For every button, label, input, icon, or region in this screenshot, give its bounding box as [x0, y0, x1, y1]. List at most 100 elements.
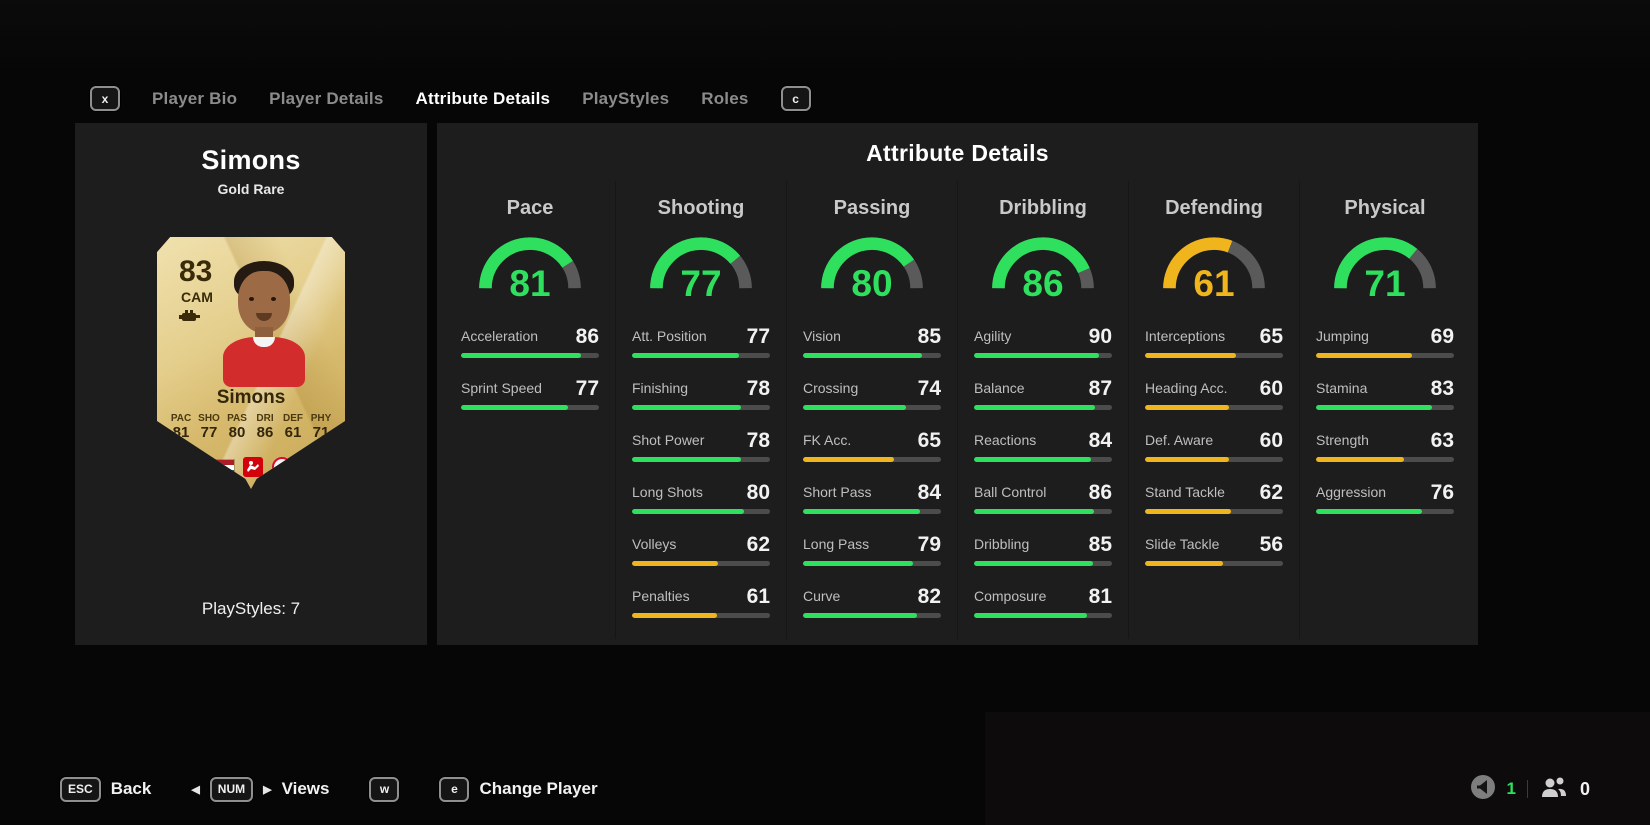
category-gauge: 81 — [471, 232, 589, 302]
stat-value: 56 — [1259, 533, 1283, 556]
stat-bar-fill — [1145, 457, 1229, 462]
stat-bar-track — [974, 613, 1112, 618]
w-key-badge[interactable]: w — [369, 776, 400, 802]
stat-row-heading-acc-: Heading Acc. 60 — [1145, 374, 1283, 410]
stat-value: 84 — [917, 481, 941, 504]
category-stats-list: Att. Position 77 Finishing 78 Shot Power 78 Lo… — [632, 322, 770, 618]
tab-player-details[interactable]: Player Details — [269, 88, 384, 108]
card-stat-def: DEF 61 — [283, 413, 303, 441]
stat-bar-track — [632, 457, 770, 462]
change-player-hint[interactable]: e Change Player — [439, 776, 598, 802]
stat-label: Att. Position — [632, 328, 707, 344]
views-label: Views — [281, 779, 330, 798]
stat-label: Crossing — [803, 380, 859, 396]
stat-value: 76 — [1430, 481, 1454, 504]
gauge-arc-icon — [1163, 237, 1265, 289]
views-hint[interactable]: ◀ NUM ▶ Views — [191, 776, 330, 802]
stat-bar-fill — [632, 457, 741, 462]
stat-bar-fill — [1316, 405, 1432, 410]
stat-row-long-shots: Long Shots 80 — [632, 478, 770, 514]
attribute-category-physical: Physical 71 Jumping 69 Stamina 83 Strength 63 Ag… — [1299, 181, 1470, 639]
stat-value: 60 — [1259, 429, 1283, 452]
stat-bar-track — [632, 509, 770, 514]
stat-value: 83 — [1430, 377, 1454, 400]
card-position: CAM — [181, 289, 213, 305]
stat-label: Aggression — [1316, 484, 1387, 500]
netherlands-flag-icon — [210, 459, 234, 475]
stat-bar-fill — [461, 405, 569, 410]
stat-row-stand-tackle: Stand Tackle 62 — [1145, 478, 1283, 514]
stat-label: Penalties — [632, 588, 690, 604]
category-stats-list: Agility 90 Balance 87 Reactions 84 Ball Contro… — [974, 322, 1112, 618]
stat-row-ball-control: Ball Control 86 — [974, 478, 1112, 514]
voice-count: 1 — [1506, 779, 1516, 798]
player-photo — [209, 261, 319, 387]
stat-bar-track — [461, 353, 599, 358]
stat-row-composure: Composure 81 — [974, 582, 1112, 618]
stat-row-fk-acc-: FK Acc. 65 — [803, 426, 941, 462]
category-gauge: 86 — [984, 232, 1102, 302]
tab-roles[interactable]: Roles — [701, 88, 749, 108]
key-c-badge[interactable]: c — [780, 86, 811, 111]
stat-bar-track — [803, 509, 941, 514]
divider — [1526, 780, 1528, 798]
engine-playstyle-icon — [179, 309, 201, 328]
stat-label: Stand Tackle — [1145, 484, 1225, 500]
e-key-badge[interactable]: e — [439, 776, 470, 802]
stat-bar-fill — [803, 613, 918, 618]
category-title: Dribbling — [999, 197, 1087, 219]
tab-attribute-details[interactable]: Attribute Details — [415, 88, 551, 108]
stat-value: 78 — [746, 377, 770, 400]
stat-bar-fill — [1316, 457, 1404, 462]
category-stats-list: Interceptions 65 Heading Acc. 60 Def. Aware 6… — [1145, 322, 1283, 566]
stat-bar-fill — [974, 509, 1094, 514]
category-gauge: 61 — [1155, 232, 1273, 302]
card-stat-dri: DRI 86 — [256, 413, 274, 441]
stat-bar-fill — [1316, 509, 1422, 514]
stat-row-long-pass: Long Pass 79 — [803, 530, 941, 566]
stat-row-sprint-speed: Sprint Speed 77 — [461, 374, 599, 410]
back-label: Back — [110, 779, 152, 798]
attribute-category-dribbling: Dribbling 86 Agility 90 Balance 87 Reactions 84… — [957, 181, 1128, 639]
stat-bar-track — [974, 457, 1112, 462]
stat-row-shot-power: Shot Power 78 — [632, 426, 770, 462]
stat-label: Long Shots — [632, 484, 703, 500]
stat-value: 90 — [1088, 325, 1112, 348]
stat-bar-track — [1145, 509, 1283, 514]
stat-bar-track — [803, 457, 941, 462]
stat-row-def-aware: Def. Aware 60 — [1145, 426, 1283, 462]
stat-bar-fill — [803, 509, 921, 514]
category-stats-list: Acceleration 86 Sprint Speed 77 — [461, 322, 599, 410]
stat-bar-fill — [803, 561, 914, 566]
stat-label: Def. Aware — [1145, 432, 1214, 448]
stat-label: Dribbling — [974, 536, 1030, 552]
stat-label: Acceleration — [461, 328, 539, 344]
stat-label: Reactions — [974, 432, 1037, 448]
back-hint[interactable]: ESC Back — [60, 776, 152, 802]
num-key-badge[interactable]: NUM — [209, 776, 254, 802]
gauge-arc-icon — [992, 237, 1094, 289]
stat-value: 85 — [1088, 533, 1112, 556]
stat-label: Vision — [803, 328, 841, 344]
stat-label: Composure — [974, 588, 1047, 604]
category-title: Defending — [1165, 197, 1263, 219]
stat-value: 74 — [917, 377, 941, 400]
gauge-arc-icon — [821, 237, 923, 289]
category-value: 71 — [1364, 263, 1406, 304]
tab-player-bio[interactable]: Player Bio — [152, 88, 238, 108]
stat-row-jumping: Jumping 69 — [1316, 322, 1454, 358]
category-title: Pace — [506, 197, 554, 219]
stat-bar-track — [632, 613, 770, 618]
stat-bar-fill — [632, 353, 740, 358]
stat-value: 86 — [575, 325, 599, 348]
esc-key-badge[interactable]: ESC — [60, 776, 101, 802]
stat-row-aggression: Aggression 76 — [1316, 478, 1454, 514]
key-x-badge[interactable]: x — [90, 86, 120, 111]
tab-playstyles[interactable]: PlayStyles — [582, 88, 670, 108]
stat-label: FK Acc. — [803, 432, 852, 448]
w-key-hint[interactable]: w — [369, 776, 400, 802]
category-value: 81 — [509, 263, 551, 304]
stat-bar-fill — [974, 613, 1087, 618]
stat-bar-track — [974, 509, 1112, 514]
